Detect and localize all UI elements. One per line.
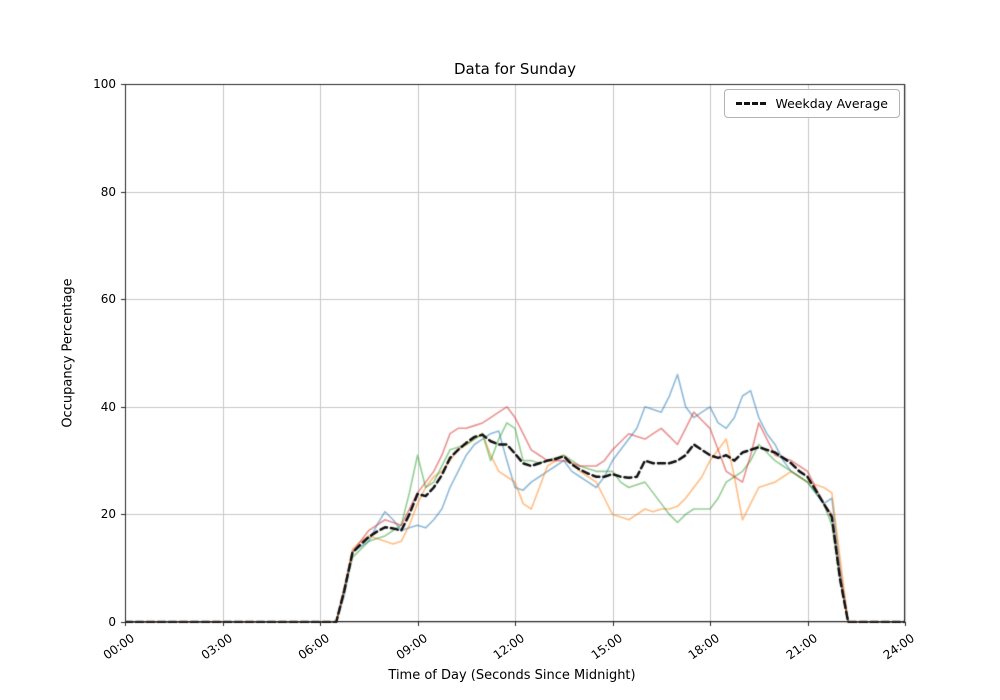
y-axis-label: Occupancy Percentage	[60, 278, 76, 428]
y-tick-label: 80	[100, 184, 116, 199]
y-tick-label: 40	[100, 399, 116, 414]
y-tick-label: 20	[100, 507, 116, 522]
chart-title: Data for Sunday	[453, 60, 577, 78]
y-tick-label: 0	[108, 615, 116, 629]
x-axis-label: Time of Day (Seconds Since Midnight)	[388, 668, 636, 683]
legend: Weekday Average	[724, 89, 900, 118]
dashed-line-icon	[736, 102, 767, 105]
legend-label: Weekday Average	[775, 96, 888, 111]
y-tick-label: 100	[93, 77, 116, 91]
y-tick-label: 60	[100, 292, 116, 307]
